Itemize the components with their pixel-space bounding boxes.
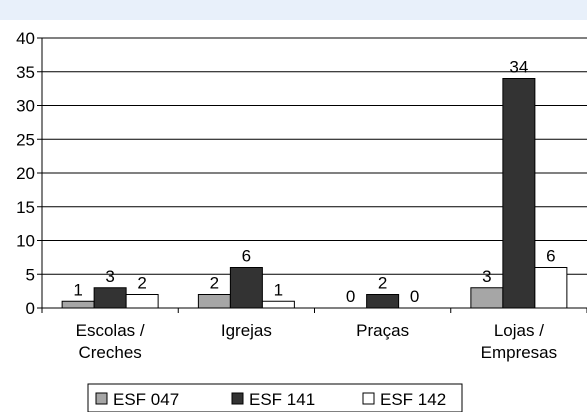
category-label: Creches (78, 343, 141, 362)
data-label: 1 (274, 280, 283, 299)
bar-esf-047 (470, 287, 504, 309)
bar-esf-141 (502, 78, 536, 309)
data-label: 3 (482, 267, 491, 286)
data-label: 0 (410, 287, 419, 306)
bar-esf-047 (197, 294, 231, 309)
bar-esf-141 (93, 287, 127, 309)
category-label: Praças (356, 321, 409, 340)
bar-esf-142 (125, 294, 159, 309)
y-tick-label: 0 (26, 299, 35, 318)
y-tick-label: 40 (16, 29, 35, 48)
category-label: Escolas / (76, 321, 145, 340)
bar-esf-142 (534, 267, 568, 309)
legend-swatch (362, 392, 375, 405)
data-label: 6 (546, 247, 555, 266)
data-label: 2 (210, 274, 219, 293)
y-tick-label: 5 (26, 265, 35, 284)
category-label: Empresas (481, 343, 558, 362)
data-label: 1 (73, 280, 82, 299)
data-label: 0 (346, 287, 355, 306)
data-label: 2 (137, 274, 146, 293)
data-label: 34 (509, 58, 528, 77)
bar-esf-141 (229, 267, 263, 309)
category-label: Lojas / (494, 321, 544, 340)
y-tick-label: 25 (16, 130, 35, 149)
top-band (0, 0, 587, 20)
bar-esf-141 (366, 294, 400, 309)
data-label: 6 (242, 247, 251, 266)
y-tick-label: 35 (16, 63, 35, 82)
legend-swatch (231, 392, 244, 405)
legend-label: ESF 141 (249, 390, 315, 409)
bar-esf-047 (61, 300, 95, 309)
legend (87, 383, 463, 412)
y-tick-label: 10 (16, 232, 35, 251)
data-label: 2 (378, 274, 387, 293)
y-tick-label: 20 (16, 164, 35, 183)
legend-label: ESF 047 (113, 390, 179, 409)
legend-swatch (95, 392, 108, 405)
y-tick-label: 15 (16, 198, 35, 217)
category-label: Igrejas (221, 321, 272, 340)
data-label: 3 (105, 267, 114, 286)
legend-label: ESF 142 (380, 390, 446, 409)
y-tick-label: 30 (16, 97, 35, 116)
bar-esf-142 (261, 300, 295, 309)
